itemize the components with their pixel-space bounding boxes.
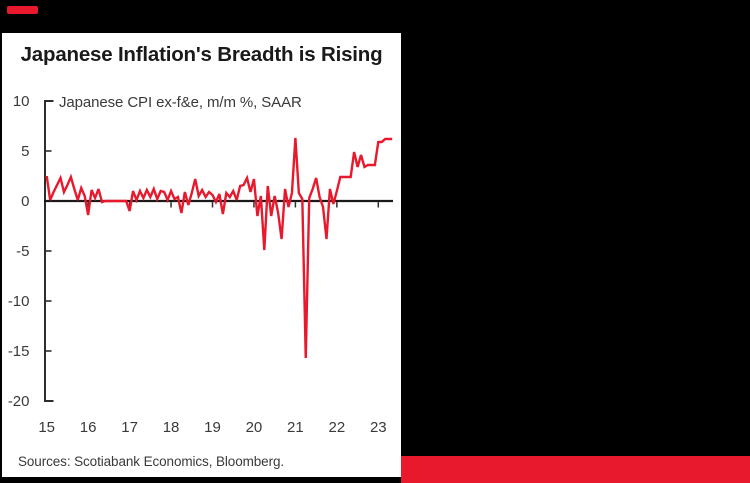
- x-tick-label: 17: [121, 419, 138, 436]
- series-legend-label: Japanese CPI ex-f&e, m/m %, SAAR: [59, 94, 302, 111]
- brand-accent-dash: [7, 6, 38, 14]
- y-tick-label: 10: [13, 93, 30, 110]
- x-tick-label: 20: [246, 419, 263, 436]
- x-tick-label: 18: [163, 419, 180, 436]
- y-tick-label: 5: [21, 143, 29, 160]
- y-tick-label: -20: [8, 393, 30, 410]
- chart-title: Japanese Inflation's Breadth is Rising: [20, 43, 383, 66]
- chart-plot: 10 5 0 -5 -10 -15 -20 15 16 17 18 19 20 21 22 23: [8, 93, 393, 436]
- cpi-series-line: [45, 137, 393, 359]
- x-tick-label: 21: [287, 419, 304, 436]
- x-tick-label: 23: [370, 419, 387, 436]
- y-tick-label: 0: [21, 193, 29, 210]
- brand-accent-block: [401, 456, 750, 483]
- x-tick-label: 15: [38, 419, 55, 436]
- x-tick-label: 19: [204, 419, 221, 436]
- sources-note: Sources: Scotiabank Economics, Bloomberg…: [18, 454, 285, 469]
- y-tick-label: -5: [16, 243, 29, 260]
- chart-panel: Japanese Inflation's Breadth is Rising J…: [2, 33, 401, 477]
- y-tick-label: -15: [8, 343, 30, 360]
- y-tick-label: -10: [8, 293, 30, 310]
- x-tick-label: 22: [329, 419, 346, 436]
- x-tick-label: 16: [80, 419, 97, 436]
